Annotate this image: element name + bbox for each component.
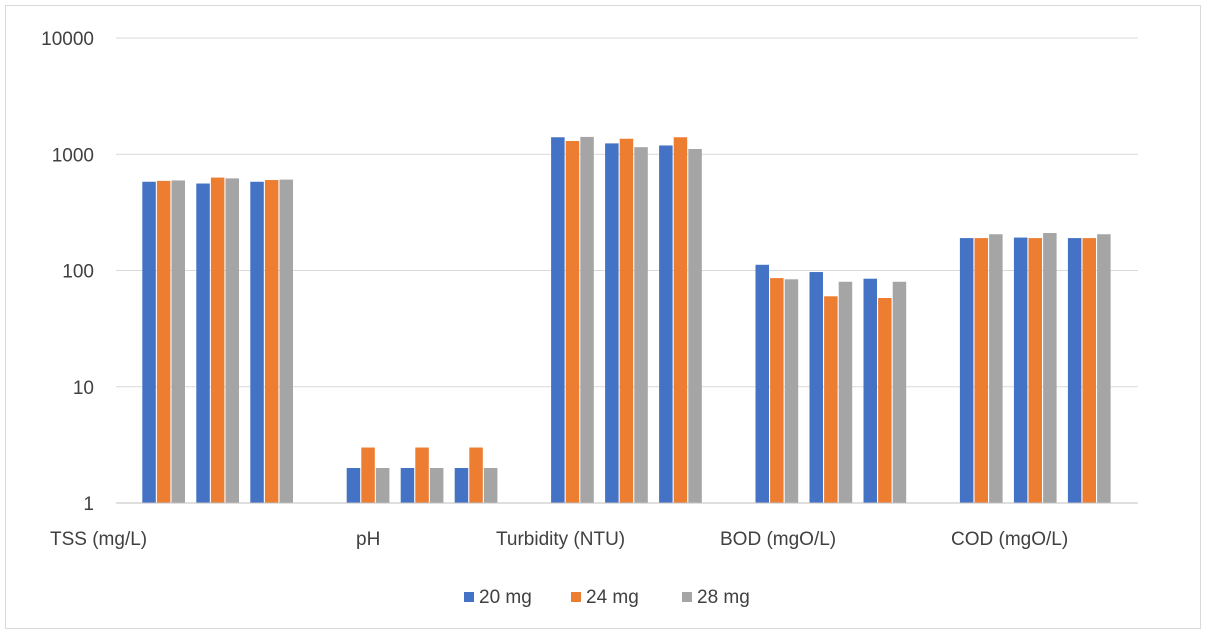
bar-20-mg-2-1 xyxy=(605,143,619,503)
bar-24-mg-1-1 xyxy=(415,447,429,503)
bar-24-mg-0-1 xyxy=(210,177,225,503)
x-tick-label: pH xyxy=(356,529,380,550)
bar-24-mg-2-0 xyxy=(565,141,580,503)
bar-28-mg-2-0 xyxy=(580,136,594,503)
bar-20-mg-1-1 xyxy=(400,468,415,503)
bar-24-mg-3-1 xyxy=(824,296,838,503)
y-tick-label: 10 xyxy=(73,378,94,399)
bar-28-mg-3-2 xyxy=(892,281,907,503)
bar-20-mg-1-2 xyxy=(454,468,469,503)
bar-28-mg-2-2 xyxy=(688,148,702,504)
y-tick-label: 10000 xyxy=(41,29,94,50)
bar-20-mg-4-2 xyxy=(1067,238,1082,503)
bar-28-mg-2-1 xyxy=(634,147,648,503)
y-tick-label: 1 xyxy=(83,494,94,515)
x-tick-label: TSS (mg/L) xyxy=(50,529,147,550)
bar-28-mg-1-1 xyxy=(429,468,444,503)
y-tick-label: 1000 xyxy=(52,145,94,166)
legend-item: 24 mg xyxy=(571,587,639,608)
bar-28-mg-3-1 xyxy=(838,281,853,503)
bar-20-mg-4-0 xyxy=(959,238,974,503)
bar-20-mg-3-0 xyxy=(755,264,769,503)
bar-24-mg-2-2 xyxy=(673,137,688,503)
x-tick-label: BOD (mgO/L) xyxy=(720,529,836,550)
bar-20-mg-0-0 xyxy=(142,181,156,503)
x-tick-label: COD (mgO/L) xyxy=(951,529,1068,550)
bar-20-mg-0-2 xyxy=(250,181,264,503)
legend-item: 28 mg xyxy=(682,587,750,608)
bar-28-mg-1-2 xyxy=(483,468,498,503)
bar-28-mg-4-0 xyxy=(989,234,1003,503)
legend-swatch xyxy=(464,592,474,602)
bar-24-mg-2-1 xyxy=(619,138,634,504)
bar-20-mg-2-2 xyxy=(659,145,673,503)
bar-20-mg-1-0 xyxy=(346,468,361,503)
legend-swatch xyxy=(571,592,581,602)
chart-frame: 1 10 100 1000 10000 TSS (mg/L) pH Turbidity (N… xyxy=(5,5,1201,629)
legend-label: 20 mg xyxy=(479,587,532,608)
y-tick-label: 100 xyxy=(62,262,94,283)
bar-chart: 1 10 100 1000 10000 TSS (mg/L) pH Turbidity (N… xyxy=(41,29,1138,608)
bar-28-mg-1-0 xyxy=(375,468,390,503)
bar-24-mg-4-2 xyxy=(1082,238,1096,503)
x-tick-label: Turbidity (NTU) xyxy=(496,529,625,550)
bar-28-mg-0-2 xyxy=(279,179,293,503)
bar-24-mg-0-2 xyxy=(264,180,279,504)
bar-24-mg-1-0 xyxy=(361,447,375,503)
bar-28-mg-4-1 xyxy=(1043,233,1057,504)
bar-24-mg-3-2 xyxy=(878,298,892,503)
legend-swatch xyxy=(682,592,692,602)
legend-label: 24 mg xyxy=(586,587,639,608)
bar-24-mg-0-0 xyxy=(156,180,171,503)
bar-20-mg-3-2 xyxy=(863,278,877,503)
bar-20-mg-0-1 xyxy=(196,183,210,503)
legend: 20 mg 24 mg 28 mg xyxy=(464,587,750,608)
bar-28-mg-4-2 xyxy=(1097,234,1111,503)
y-axis-ticks: 1 10 100 1000 10000 xyxy=(41,29,94,515)
bar-20-mg-2-0 xyxy=(551,137,565,503)
bar-24-mg-4-0 xyxy=(974,238,988,503)
bar-24-mg-4-1 xyxy=(1028,238,1042,503)
legend-label: 28 mg xyxy=(697,587,750,608)
legend-item: 20 mg xyxy=(464,587,532,608)
bar-20-mg-3-1 xyxy=(809,272,823,503)
bar-20-mg-4-1 xyxy=(1013,237,1028,503)
bar-24-mg-1-2 xyxy=(469,447,483,503)
x-axis-ticks: TSS (mg/L) pH Turbidity (NTU) BOD (mgO/L) CO… xyxy=(50,529,1068,550)
bar-28-mg-0-1 xyxy=(225,178,239,503)
bar-24-mg-3-0 xyxy=(770,278,784,503)
bars xyxy=(142,136,1111,504)
bar-28-mg-0-0 xyxy=(171,180,185,503)
bar-28-mg-3-0 xyxy=(784,279,799,503)
